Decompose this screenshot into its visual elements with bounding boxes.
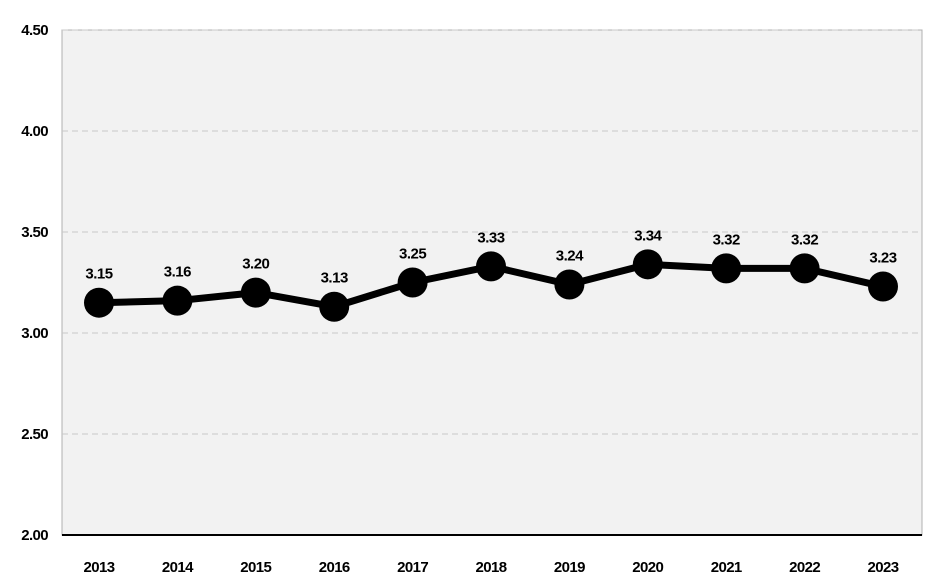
plot-area [61, 29, 923, 536]
data-label: 3.33 [477, 229, 504, 246]
x-tick-label: 2022 [789, 559, 820, 576]
x-tick-label: 2018 [476, 559, 507, 576]
x-tick-label: 2023 [868, 559, 899, 576]
data-label: 3.13 [321, 270, 348, 287]
data-label: 3.15 [85, 266, 112, 283]
x-axis: 2013 2014 2015 2016 2017 2018 2019 2020 2021 2022… [84, 559, 900, 576]
x-tick-label: 2016 [319, 559, 350, 576]
x-tick-label: 2017 [397, 559, 428, 576]
data-label: 3.25 [399, 246, 426, 263]
data-label: 3.32 [791, 231, 818, 248]
y-tick-label: 3.00 [21, 325, 48, 342]
data-label: 3.20 [242, 256, 269, 273]
grid-lines [62, 29, 922, 435]
x-tick-label: 2014 [162, 559, 194, 576]
x-tick-label: 2019 [554, 559, 585, 576]
data-point [162, 285, 193, 316]
data-label: 3.32 [713, 231, 740, 248]
data-point [632, 249, 663, 280]
data-point [789, 253, 820, 284]
data-point [84, 287, 114, 318]
x-tick-label: 2021 [711, 559, 742, 576]
data-point [868, 271, 898, 302]
data-point [397, 267, 428, 298]
y-tick-label: 2.50 [21, 426, 48, 443]
x-tick-label: 2013 [84, 559, 115, 576]
x-tick-label: 2020 [632, 559, 663, 576]
data-label: 3.34 [634, 227, 662, 244]
data-point [319, 291, 350, 322]
data-point [711, 253, 742, 284]
y-tick-label: 4.50 [21, 22, 48, 39]
data-point [554, 269, 585, 300]
series-markers [84, 249, 898, 322]
y-tick-label: 3.50 [21, 224, 48, 241]
x-tick-label: 2015 [240, 559, 271, 576]
data-label: 3.24 [556, 248, 584, 265]
data-label: 3.23 [869, 250, 896, 267]
y-axis: 2.00 2.50 3.00 3.50 4.00 4.50 [21, 22, 49, 544]
y-tick-label: 4.00 [21, 123, 48, 140]
data-point [476, 251, 506, 282]
y-tick-label: 2.00 [21, 527, 48, 544]
data-label: 3.16 [164, 264, 191, 281]
data-point [240, 277, 271, 308]
data-labels: 3.15 3.16 3.20 3.13 3.25 3.33 3.24 3.34 3.32 3.32… [85, 227, 897, 287]
